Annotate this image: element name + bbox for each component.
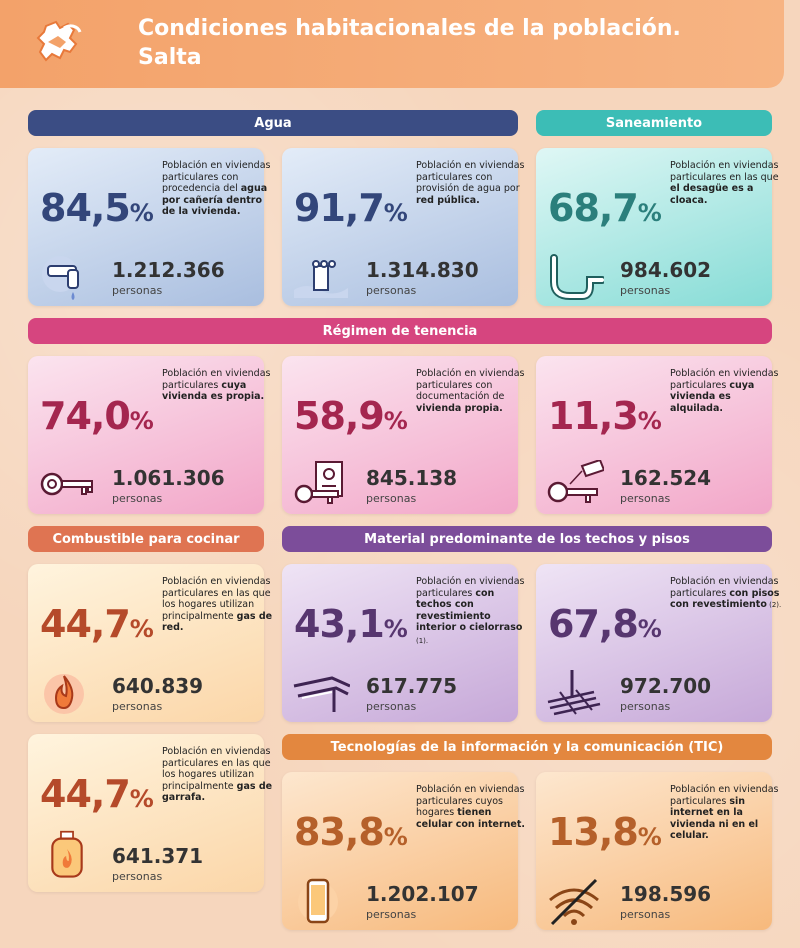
- people-unit: personas: [620, 700, 671, 713]
- people-unit: personas: [112, 492, 163, 505]
- section-agua: Agua: [28, 110, 518, 136]
- description: Población en viviendas particulares cuya…: [162, 368, 271, 402]
- people-count: 641.371: [112, 844, 204, 868]
- description: Población en viviendas particulares en l…: [162, 746, 273, 803]
- people-unit: personas: [620, 492, 671, 505]
- people-count: 1.202.107: [366, 882, 479, 906]
- description: Población en viviendas particulares con …: [416, 160, 525, 206]
- people-count: 1.314.830: [366, 258, 479, 282]
- percentage: 67,8%: [548, 602, 662, 646]
- percentage: 43,1%: [294, 602, 408, 646]
- card-cloaca: 68,7% Población en viviendas particulare…: [536, 148, 779, 306]
- people-unit: personas: [112, 284, 163, 297]
- faucet-icon: [42, 256, 79, 300]
- percentage: 68,7%: [548, 186, 662, 230]
- card-celular: 83,8% Población en viviendas particulare…: [282, 772, 525, 930]
- header: Condiciones habitacionales de la poblaci…: [0, 0, 784, 88]
- people-count: 640.839: [112, 674, 204, 698]
- card-agua-caneria: 84,5% Población en viviendas particulare…: [28, 148, 271, 306]
- description: Población en viviendas particulares cuya…: [670, 368, 779, 414]
- page-title-line-2: Salta: [138, 45, 202, 70]
- people-unit: personas: [620, 284, 671, 297]
- card-sin-internet: 13,8% Población en viviendas particulare…: [536, 772, 779, 930]
- roof-icon: [293, 676, 350, 712]
- people-count: 845.138: [366, 466, 458, 490]
- people-unit: personas: [366, 492, 417, 505]
- card-gas-red: 44,7% Población en viviendas particulare…: [28, 564, 272, 722]
- people-unit: personas: [112, 700, 163, 713]
- no-wifi-icon: [549, 878, 599, 926]
- key-icon: [40, 472, 93, 496]
- percentage: 58,9%: [294, 394, 408, 438]
- people-count: 1.212.366: [112, 258, 225, 282]
- percentage: 83,8%: [294, 810, 408, 854]
- water-network-icon: [294, 260, 348, 298]
- description: Población en viviendas particulares sin …: [670, 784, 779, 841]
- flame-icon: [44, 674, 84, 714]
- people-unit: personas: [620, 908, 671, 921]
- people-unit: personas: [366, 284, 417, 297]
- description: Población en viviendas particulares con …: [162, 160, 271, 217]
- people-count: 198.596: [620, 882, 712, 906]
- description: Población en viviendas particulares con …: [670, 576, 782, 610]
- people-unit: personas: [366, 700, 417, 713]
- percentage: 44,7%: [40, 602, 154, 646]
- key-tag-icon: [547, 460, 604, 503]
- section-tenencia: Régimen de tenencia: [28, 318, 772, 344]
- percentage: 74,0%: [40, 394, 154, 438]
- gas-cylinder-icon: [51, 830, 83, 878]
- people-unit: personas: [112, 870, 163, 883]
- percentage: 11,3%: [548, 394, 662, 438]
- people-count: 1.061.306: [112, 466, 225, 490]
- card-propia: 74,0% Población en viviendas particulare…: [28, 356, 271, 514]
- people-count: 162.524: [620, 466, 712, 490]
- description: Población en viviendas particulares con …: [416, 368, 525, 414]
- people-count: 972.700: [620, 674, 712, 698]
- people-unit: personas: [366, 908, 417, 921]
- percentage: 91,7%: [294, 186, 408, 230]
- card-agua-red: 91,7% Población en viviendas particulare…: [282, 148, 525, 306]
- page-title: Condiciones habitacionales de la poblaci…: [138, 14, 681, 72]
- section-combustible: Combustible para cocinar: [28, 526, 264, 552]
- people-count: 617.775: [366, 674, 458, 698]
- percentage: 84,5%: [40, 186, 154, 230]
- description: Población en viviendas particulares cuyo…: [416, 784, 526, 830]
- pipe-icon: [550, 254, 604, 300]
- card-alquilada: 11,3% Población en viviendas particulare…: [536, 356, 779, 514]
- description: Población en viviendas particulares con …: [416, 576, 525, 645]
- card-gas-garrafa: 44,7% Población en viviendas particulare…: [28, 734, 272, 892]
- card-techos: 43,1% Población en viviendas particulare…: [282, 564, 525, 722]
- percentage: 13,8%: [548, 810, 662, 854]
- section-tic: Tecnologías de la información y la comun…: [282, 734, 772, 760]
- card-documentacion: 58,9% Población en viviendas particulare…: [282, 356, 525, 514]
- smartphone-icon: [298, 878, 338, 924]
- card-pisos: 67,8% Población en viviendas particulare…: [536, 564, 781, 722]
- section-saneamiento: Saneamiento: [536, 110, 772, 136]
- key-document-icon: [294, 461, 343, 504]
- section-material: Material predominante de los techos y pi…: [282, 526, 772, 552]
- people-count: 984.602: [620, 258, 712, 282]
- page-title-line-1: Condiciones habitacionales de la poblaci…: [138, 16, 681, 41]
- salta-map-icon: [36, 20, 82, 62]
- description: Población en viviendas particulares en l…: [670, 160, 779, 206]
- description: Población en viviendas particulares en l…: [162, 576, 273, 633]
- percentage: 44,7%: [40, 772, 154, 816]
- floor-tiles-icon: [547, 670, 601, 716]
